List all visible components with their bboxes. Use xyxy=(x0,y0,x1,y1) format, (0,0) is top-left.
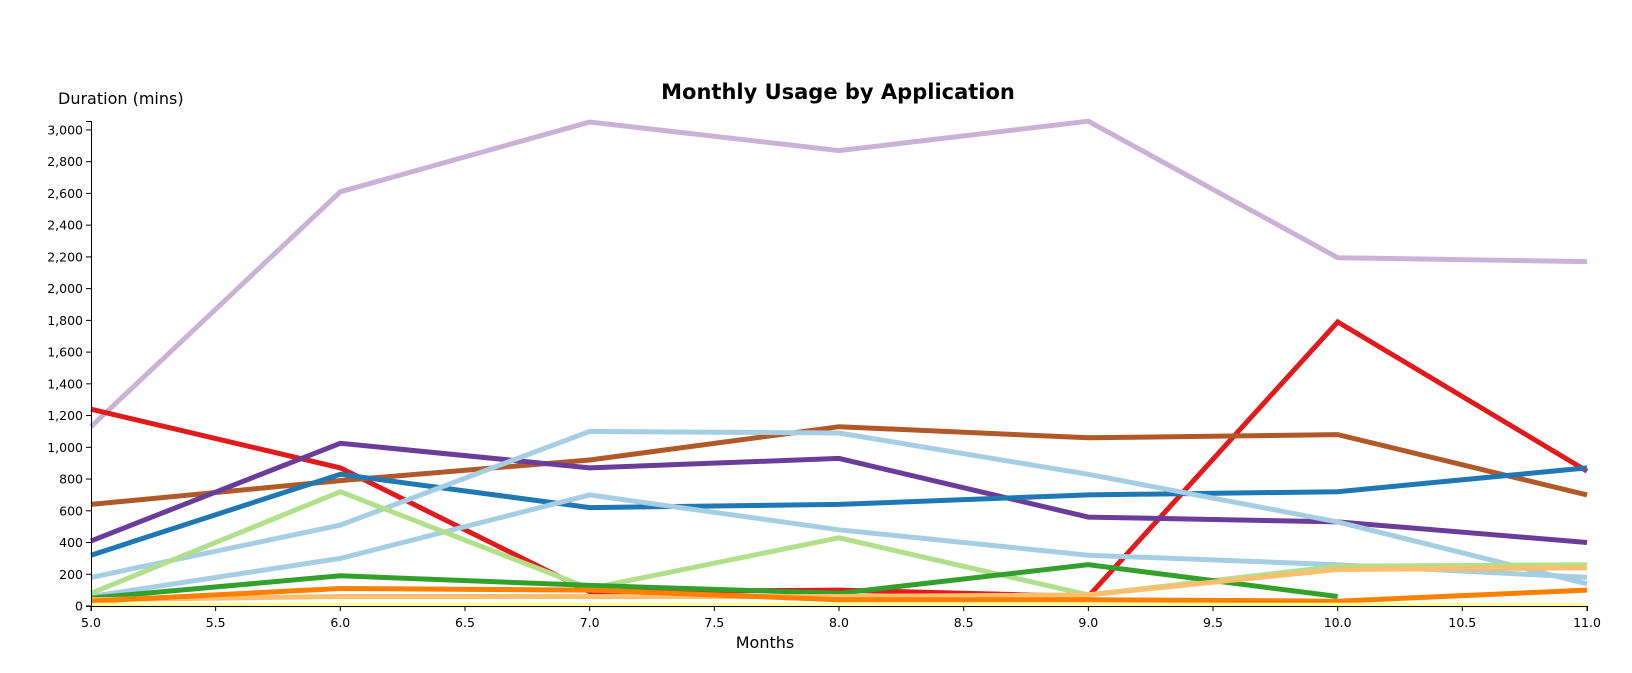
series-line-2 xyxy=(90,318,1589,600)
y-tick-label: 2,600 xyxy=(47,186,83,201)
y-tick-label: 0 xyxy=(75,599,83,614)
y-tick-label: 2,200 xyxy=(47,249,83,264)
series-line-3 xyxy=(90,424,1588,507)
axes: 0 200 400 600 800 1,000 1,200 1,400 1,600 1,800 2,… xyxy=(47,121,1601,630)
y-tick-label: 2,800 xyxy=(47,154,83,169)
y-tick-label: 800 xyxy=(59,472,83,487)
x-tick-label: 7.5 xyxy=(704,615,724,630)
y-axis-line xyxy=(86,121,92,607)
chart-title: Monthly Usage by Application xyxy=(661,80,1015,104)
y-tick-label: 600 xyxy=(59,503,83,518)
x-tick-label: 5.0 xyxy=(81,615,101,630)
x-tick-label: 11.0 xyxy=(1573,615,1601,630)
x-tick-label: 10.0 xyxy=(1324,615,1352,630)
series-line-9 xyxy=(90,562,1339,601)
series-line-10 xyxy=(90,565,1588,603)
y-tick-label: 1,400 xyxy=(47,376,83,391)
series-line-5 xyxy=(90,465,1588,558)
y-tick-label: 200 xyxy=(59,567,83,582)
y-tick-label: 3,000 xyxy=(47,122,83,137)
y-tick-label: 1,800 xyxy=(47,313,83,328)
x-tick-label: 5.5 xyxy=(206,615,226,630)
series-line-11 xyxy=(90,585,1588,604)
x-tick-label: 7.0 xyxy=(580,615,600,630)
x-tick-label: 9.5 xyxy=(1203,615,1223,630)
y-tick-label: 400 xyxy=(59,535,83,550)
series-line-7 xyxy=(90,492,1588,599)
y-axis-label: Duration (mins) xyxy=(58,89,184,108)
x-tick-label: 8.0 xyxy=(829,615,849,630)
x-tick-label: 6.5 xyxy=(455,615,475,630)
x-tick-label: 9.0 xyxy=(1078,615,1098,630)
y-tick-label: 1,000 xyxy=(47,440,83,455)
series-line-1 xyxy=(89,118,1588,429)
y-tick-label: 1,200 xyxy=(47,408,83,423)
y-tick-label: 2,000 xyxy=(47,281,83,296)
x-axis-label: Months xyxy=(736,633,794,652)
series-line-6 xyxy=(90,428,1588,587)
series-line-8 xyxy=(90,489,1588,598)
series-layer xyxy=(89,118,1589,608)
y-tick-label: 1,600 xyxy=(47,345,83,360)
x-tick-label: 6.0 xyxy=(330,615,350,630)
y-tick-label: 2,400 xyxy=(47,218,83,233)
x-tick-label: 10.5 xyxy=(1448,615,1476,630)
x-tick-label: 8.5 xyxy=(954,615,974,630)
